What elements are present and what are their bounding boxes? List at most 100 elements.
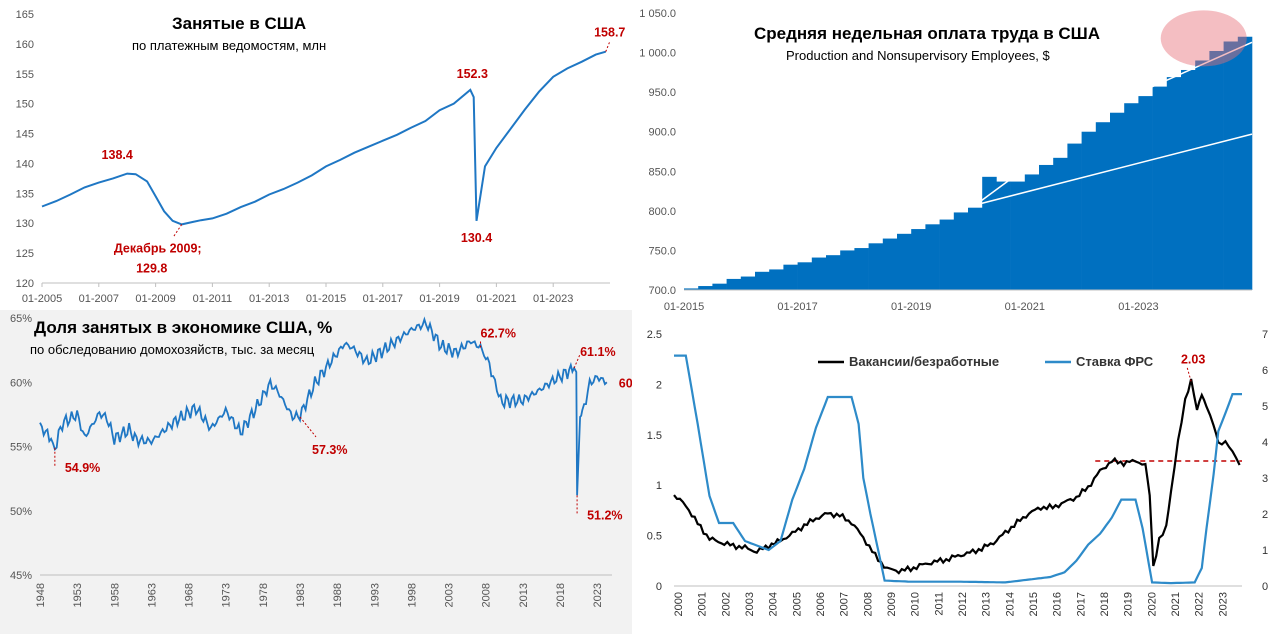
earnings-bar: [939, 219, 955, 290]
annotation-leader: [299, 416, 317, 438]
earnings-bar: [783, 264, 798, 290]
x-tick-label: 1998: [406, 583, 418, 607]
earnings-bar: [882, 238, 898, 290]
series-line-ratio: [39, 316, 608, 496]
earnings-bar: [826, 255, 841, 290]
earnings-bar: [868, 243, 884, 290]
x-tick-label: 2016: [1052, 592, 1064, 616]
earnings-bar: [769, 269, 784, 290]
x-tick-label: 2007: [839, 592, 851, 616]
earnings-bar: [840, 250, 855, 290]
y-tick-label: 155: [16, 69, 34, 81]
annotation-51-2: 51.2%: [587, 508, 622, 522]
annotation-2-03: 2.03: [1181, 352, 1205, 366]
x-tick-label: 1963: [146, 583, 158, 607]
y-tick-label: 1 050.0: [639, 8, 676, 20]
x-tick-label: 2022: [1194, 592, 1206, 616]
chart-employment-ratio: 45% 50% 55% 60% 65% 1948 1953 1958 1963 1968 1973 1…: [0, 310, 632, 634]
chart-ratio-title: Доля занятых в экономике США, %: [34, 318, 333, 337]
annotation-leader: [573, 353, 581, 369]
x-tick-label: 2021: [1170, 592, 1182, 616]
earnings-bar: [996, 181, 1011, 290]
x-tick-label: 01-2011: [193, 293, 233, 305]
x-tick-label: 2003: [744, 592, 756, 616]
series-line-fed-rate: [674, 354, 1242, 585]
x-tick-label: 2008: [481, 583, 493, 607]
earnings-bar: [1053, 157, 1068, 290]
trend-line-1: [757, 133, 1253, 262]
y-tick-label-right: 2: [1262, 509, 1268, 521]
earnings-bar: [854, 248, 869, 290]
x-tick-label: 2002: [720, 592, 732, 616]
y-tick-label: 150: [16, 99, 34, 111]
x-tick-label: 01-2017: [363, 293, 403, 305]
y-tick-label: 60%: [10, 377, 32, 389]
x-tick-label: 2023: [1217, 592, 1229, 616]
y-tick-label: 145: [16, 129, 34, 141]
x-tick-label: 01-2015: [306, 293, 346, 305]
x-tick-label: 01-2019: [419, 293, 459, 305]
y-tick-label-left: 2: [656, 379, 662, 391]
earnings-bar: [1152, 86, 1168, 290]
earnings-bar: [712, 283, 727, 290]
x-tick-label: 1968: [184, 583, 196, 607]
earnings-bar: [925, 224, 940, 290]
y-tick-label-right: 1: [1262, 545, 1268, 557]
y-tick-label: 900.0: [648, 127, 676, 139]
y-tick-label-left: 1: [656, 480, 662, 492]
y-tick-label-left: 0.5: [647, 531, 662, 543]
y-tick-label-right: 0: [1262, 581, 1268, 593]
earnings-bar: [684, 288, 699, 290]
y-tick-label: 135: [16, 188, 34, 200]
chart-vacancies-fedrate: 0 0.5 1 1.5 2 2.5 0 1 2 3 4 5 6 7 2000 2001 2002 2003 2004…: [632, 318, 1280, 634]
x-tick-label: 2017: [1075, 592, 1087, 616]
x-tick-label: 2020: [1146, 592, 1158, 616]
chart-earnings-title: Средняя недельная оплата труда в США: [754, 24, 1101, 43]
chart-vacancies-svg: 0 0.5 1 1.5 2 2.5 0 1 2 3 4 5 6 7 2000 2001 2002 2003 2004…: [647, 329, 1268, 616]
y-tick-label: 750.0: [648, 245, 676, 257]
chart-ratio-svg: 45% 50% 55% 60% 65% 1948 1953 1958 1963 1968 1973 1…: [10, 313, 632, 607]
earnings-bar: [953, 212, 969, 290]
x-tick-label: 2010: [910, 592, 922, 616]
x-tick-label: 2018: [555, 583, 567, 607]
annotation-57-3: 57.3%: [312, 443, 347, 457]
x-tick-label: 01-2009: [135, 293, 175, 305]
x-tick-label: 2015: [1028, 592, 1040, 616]
x-tick-label: 2004: [768, 592, 780, 616]
trend-line-3: [1104, 41, 1253, 109]
chart-earnings-svg: 700.0 750.0 800.0 850.0 900.0 950.0 1 000.0 1 0…: [639, 8, 1253, 313]
earnings-bar: [897, 233, 912, 290]
y-tick-label: 800.0: [648, 206, 676, 218]
y-tick-label: 130: [16, 218, 34, 230]
earnings-bar: [1223, 41, 1239, 291]
y-tick-label: 65%: [10, 313, 32, 325]
x-tick-label: 1978: [258, 583, 270, 607]
highlight-ellipse: [1160, 10, 1247, 67]
y-tick-label: 120: [16, 278, 34, 290]
x-tick-label: 01-2021: [476, 293, 516, 305]
x-tick-label: 2019: [1123, 592, 1135, 616]
annotation-leader: [605, 41, 611, 52]
y-tick-label: 700.0: [648, 285, 676, 297]
y-tick-label: 50%: [10, 506, 32, 518]
earnings-bar: [1124, 103, 1139, 290]
y-tick-label-right: 4: [1262, 437, 1268, 449]
x-tick-label: 2013: [518, 583, 530, 607]
x-tick-label: 2018: [1099, 592, 1111, 616]
annotation-129-8: 129.8: [136, 261, 167, 275]
x-tick-label: 2014: [1004, 592, 1016, 616]
earnings-bar: [726, 278, 742, 290]
x-tick-label: 1993: [369, 583, 381, 607]
earnings-bar: [1024, 174, 1040, 290]
y-tick-label-right: 5: [1262, 401, 1268, 413]
earnings-bar: [1039, 164, 1054, 290]
x-tick-label: 1988: [332, 583, 344, 607]
earnings-bar: [755, 271, 770, 290]
earnings-bar: [811, 257, 827, 290]
x-tick-label: 01-2019: [891, 301, 931, 313]
x-tick-label: 1958: [109, 583, 121, 607]
x-tick-label: 2013: [981, 592, 993, 616]
earnings-bar: [1110, 112, 1125, 290]
x-tick-label: 01-2023: [533, 293, 573, 305]
earnings-bar: [797, 262, 813, 290]
